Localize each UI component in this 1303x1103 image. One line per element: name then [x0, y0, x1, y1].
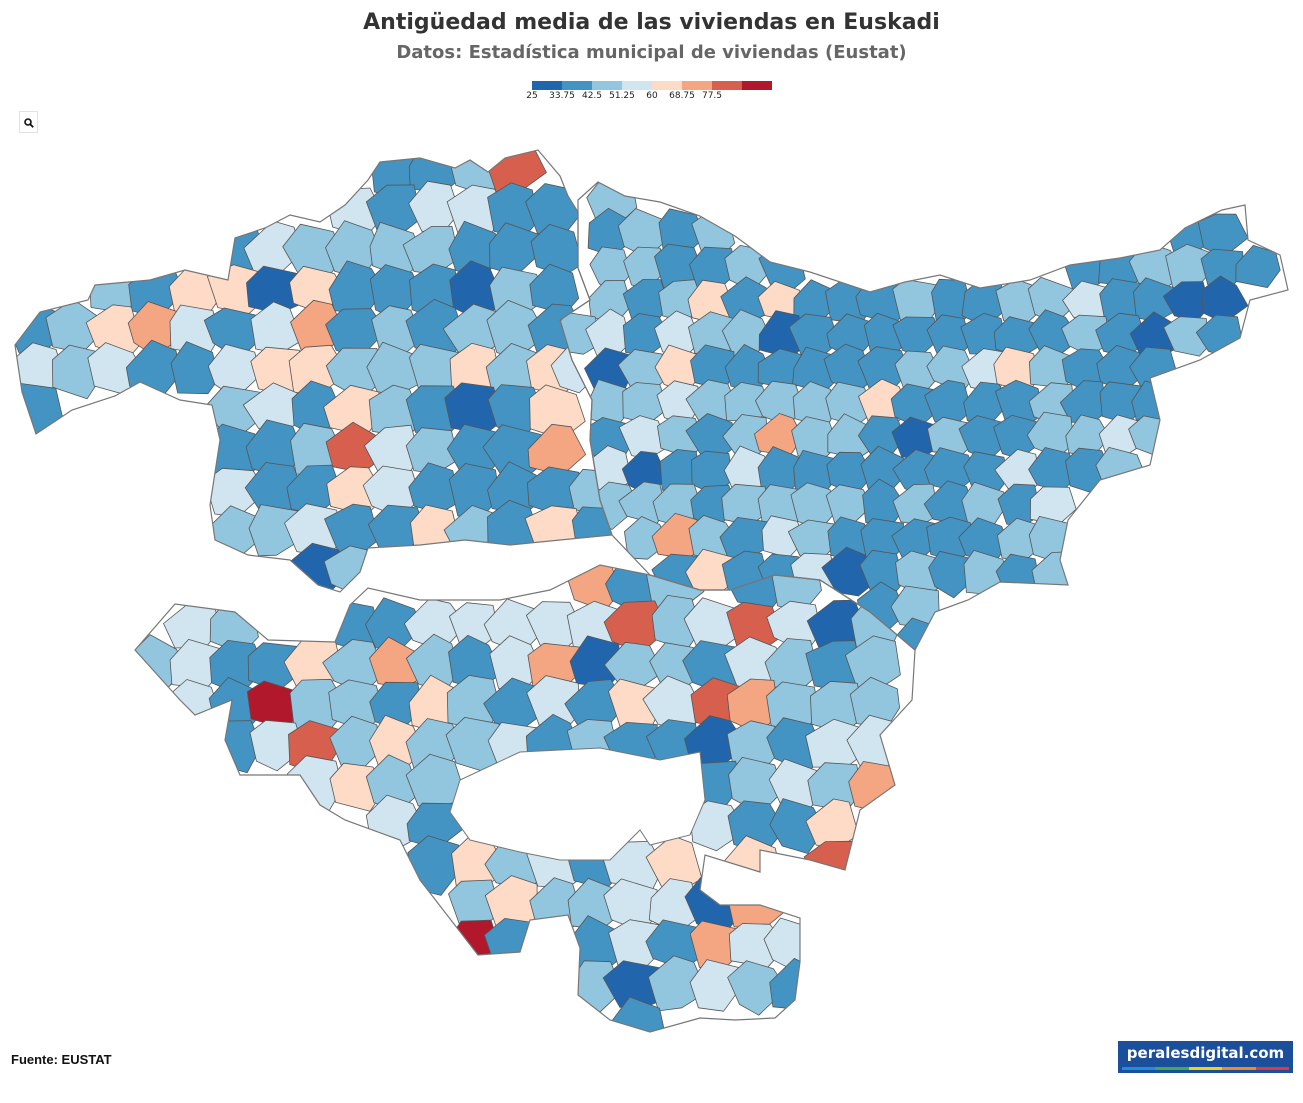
legend-tick: 60	[646, 91, 658, 101]
legend-swatch	[562, 81, 592, 90]
municipality-shape[interactable]	[407, 835, 465, 896]
municipality-shape[interactable]	[648, 955, 707, 1012]
municipality-shape[interactable]	[527, 423, 587, 476]
municipality-shape[interactable]	[821, 546, 876, 597]
legend-tick: 42.5	[581, 91, 603, 101]
province-outline-araba	[134, 564, 916, 1033]
brand-stripe	[1122, 1067, 1290, 1070]
legend-swatch	[532, 81, 562, 90]
province-outline-gipuzkoa	[559, 181, 1289, 651]
enclave-no-data	[449, 747, 706, 861]
municipality-shape[interactable]	[1163, 316, 1211, 357]
legend-tick: 68.75	[669, 91, 695, 101]
page-title: Antigüedad media de las viviendas en Eus…	[363, 10, 940, 35]
municipality-shape[interactable]	[609, 996, 665, 1051]
search-icon	[24, 118, 34, 128]
municipality-shape[interactable]	[758, 246, 806, 290]
legend-swatch	[592, 81, 622, 90]
municipality-shape[interactable]	[1128, 415, 1180, 461]
legend-swatch	[652, 81, 682, 90]
brand-logo: peralesdigital.com	[1118, 1041, 1293, 1073]
legend-tick: 51.25	[609, 91, 635, 101]
legend-swatch	[682, 81, 712, 90]
page-subtitle: Datos: Estadística municipal de vivienda…	[396, 42, 907, 63]
legend-swatch	[712, 81, 742, 90]
brand-logo-text: peralesdigital.com	[1126, 1044, 1285, 1062]
municipality-shape[interactable]	[728, 876, 785, 929]
municipality-shape[interactable]	[1031, 551, 1076, 594]
legend-tick: 25	[526, 91, 538, 101]
color-legend: 25 33.75 42.5 51.25 60 68.75 77.5	[526, 81, 772, 105]
municipality-shape[interactable]	[170, 341, 220, 395]
municipality-shape[interactable]	[769, 958, 822, 1011]
municipality-shape[interactable]	[769, 798, 826, 854]
legend-tick: 77.5	[701, 91, 723, 101]
legend-tick: 33.75	[549, 91, 575, 101]
municipality-shape[interactable]	[803, 840, 860, 895]
legend-swatch	[742, 81, 772, 90]
province-gipuzkoa	[560, 182, 1281, 650]
legend-labels: 25 33.75 42.5 51.25 60 68.75 77.5	[526, 90, 772, 102]
source-note: Fuente: EUSTAT	[11, 1052, 112, 1067]
municipality-shape[interactable]	[727, 960, 787, 1016]
municipality-shape[interactable]	[3, 382, 63, 441]
province-bizkaia	[3, 150, 612, 592]
municipality-shape[interactable]	[52, 344, 99, 400]
municipality-shape[interactable]	[684, 876, 741, 931]
municipality-shape[interactable]	[483, 918, 546, 970]
legend-swatch	[622, 81, 652, 90]
zoom-button[interactable]	[19, 111, 38, 133]
legend-color-bar	[532, 81, 772, 90]
